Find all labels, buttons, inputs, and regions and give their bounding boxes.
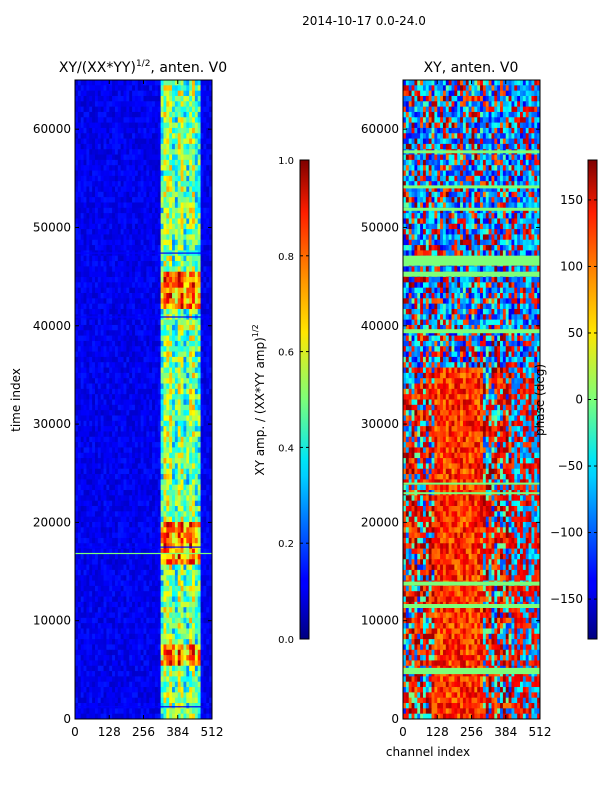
phase-xlabel: channel index: [386, 745, 470, 759]
y-tick-label: 50000: [33, 220, 71, 234]
y-tick-label: 30000: [33, 417, 71, 431]
x-tick-label: 0: [71, 725, 79, 739]
amplitude-ylabel: time index: [9, 368, 23, 432]
amplitude-colorbar-gradient: [300, 160, 309, 639]
colorbar-tick-label: 100: [560, 259, 583, 273]
y-tick-label: 20000: [33, 515, 71, 529]
colorbar-tick-label: 1.0: [278, 156, 294, 167]
phase-heatmap: [403, 80, 540, 719]
colorbar-tick-label: 0.4: [278, 443, 294, 454]
phase-panel: XY, anten. V0 0 128 256 384 512 0 10000 20000 30…: [361, 60, 552, 759]
amplitude-title-base: XY/(XX*YY): [59, 60, 136, 76]
colorbar-tick-label: 0.2: [278, 539, 294, 550]
figure-suptitle: 2014-10-17 0.0-24.0: [302, 14, 426, 28]
x-tick-label: 128: [426, 725, 449, 739]
x-tick-label: 512: [529, 725, 552, 739]
amplitude-colorbar: 0.0 0.2 0.4 0.6 0.8 1.0 XY amp. / (XX*YY amp)…: [251, 156, 309, 646]
y-tick-label: 30000: [361, 417, 399, 431]
colorbar-tick-label: −100: [550, 526, 583, 540]
x-tick-label: 128: [98, 725, 121, 739]
y-tick-label: 50000: [361, 220, 399, 234]
amplitude-colorbar-label-base: XY amp. / (XX*YY amp): [253, 337, 267, 475]
y-tick-label: 40000: [33, 319, 71, 333]
amplitude-title-suffix: , anten. V0: [150, 60, 227, 76]
y-tick-label: 0: [63, 712, 71, 726]
colorbar-tick-label: 50: [568, 326, 583, 340]
x-tick-label: 384: [166, 725, 189, 739]
amplitude-colorbar-label: XY amp. / (XX*YY amp)1/2: [251, 324, 267, 475]
amplitude-heatmap: [75, 80, 212, 719]
amplitude-colorbar-label-exp: 1/2: [251, 324, 260, 337]
y-tick-label: 0: [391, 712, 399, 726]
colorbar-tick-label: 0.0: [278, 635, 294, 646]
colorbar-tick-label: 0: [575, 393, 583, 407]
colorbar-tick-label: −50: [558, 459, 583, 473]
y-tick-label: 60000: [33, 122, 71, 136]
y-tick-label: 60000: [361, 122, 399, 136]
colorbar-tick-label: 0.6: [278, 348, 294, 359]
x-tick-label: 512: [201, 725, 224, 739]
phase-colorbar: −150 −100 −50 0 50 100 150 phase (deg): [533, 160, 597, 639]
phase-title: XY, anten. V0: [424, 60, 519, 76]
colorbar-tick-label: −150: [550, 592, 583, 606]
phase-colorbar-label: phase (deg): [533, 364, 547, 436]
y-tick-label: 10000: [361, 614, 399, 628]
x-tick-label: 384: [494, 725, 517, 739]
x-tick-label: 256: [132, 725, 155, 739]
colorbar-tick-label: 0.8: [278, 252, 294, 263]
amplitude-title-exp: 1/2: [136, 59, 150, 69]
y-tick-label: 20000: [361, 515, 399, 529]
x-tick-label: 256: [460, 725, 483, 739]
x-tick-label: 0: [399, 725, 407, 739]
y-tick-label: 10000: [33, 614, 71, 628]
amplitude-title: XY/(XX*YY)1/2, anten. V0: [59, 59, 227, 76]
colorbar-tick-label: 150: [560, 193, 583, 207]
amplitude-panel: XY/(XX*YY)1/2, anten. V0 0 128 256 384 512 0 1…: [9, 59, 227, 739]
y-tick-label: 40000: [361, 319, 399, 333]
